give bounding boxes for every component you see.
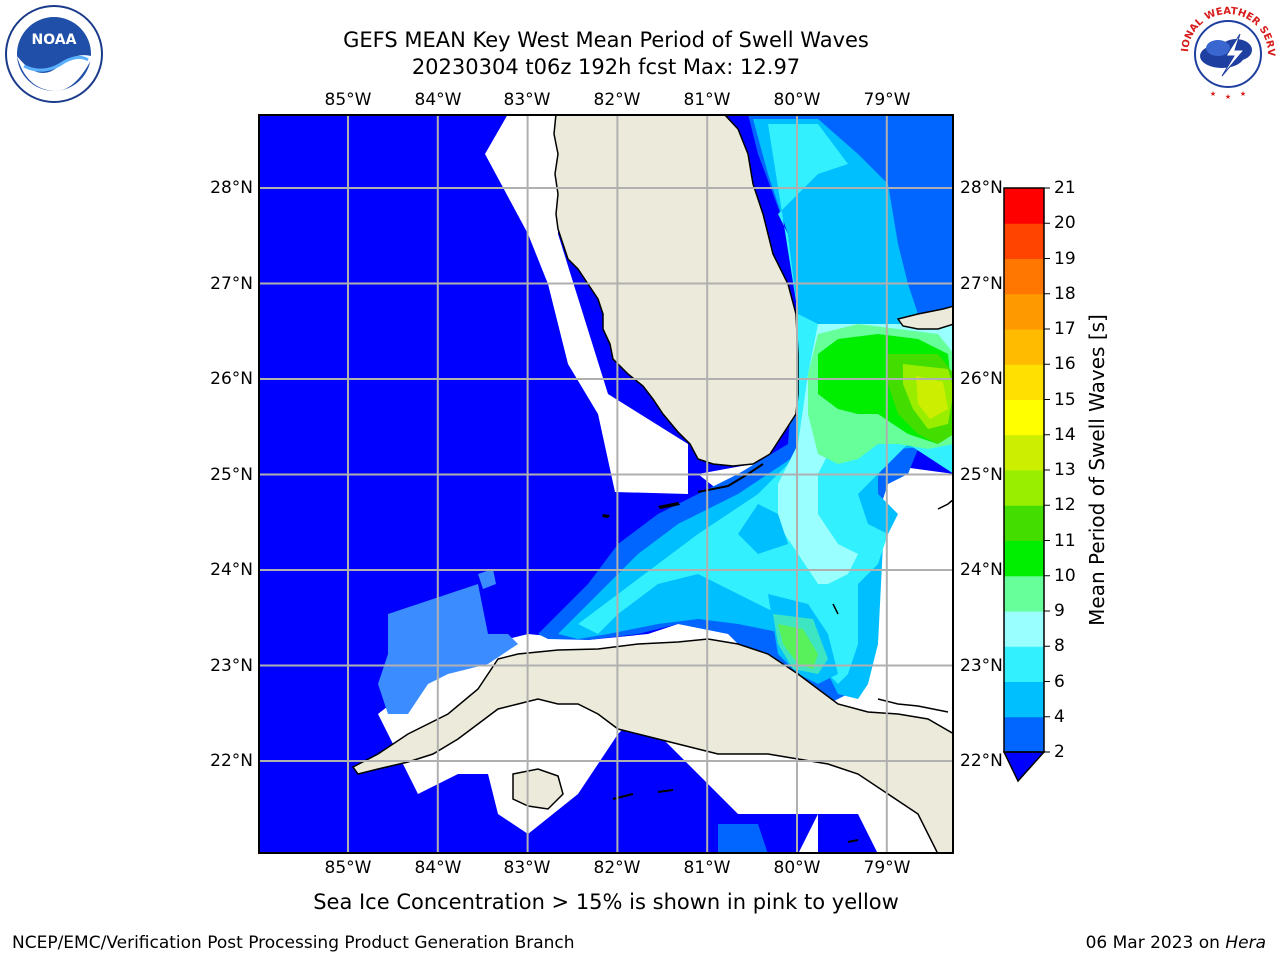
colorbar-segment bbox=[1004, 258, 1044, 295]
colorbar-tick-label: 10 bbox=[1054, 565, 1076, 586]
swell-gulf-patch bbox=[378, 584, 518, 714]
colorbar-segment bbox=[1004, 505, 1044, 541]
lon-label-top: 80°W bbox=[773, 90, 821, 110]
lon-label-top: 83°W bbox=[503, 90, 551, 110]
noaa-logo: NOAA bbox=[5, 5, 103, 103]
colorbar-tick-label: 15 bbox=[1054, 389, 1076, 410]
lon-label-top: 85°W bbox=[324, 90, 372, 110]
lat-label-right: 26°N bbox=[960, 369, 1003, 389]
lat-label-left: 24°N bbox=[210, 560, 253, 580]
colorbar-segment bbox=[1004, 681, 1044, 718]
lat-label-right: 22°N bbox=[960, 751, 1003, 771]
lat-label-right: 27°N bbox=[960, 274, 1003, 294]
colorbar-segment bbox=[1004, 364, 1044, 400]
svg-text:★: ★ bbox=[1210, 90, 1216, 98]
lat-label-left: 25°N bbox=[210, 465, 253, 485]
lat-label-right: 23°N bbox=[960, 656, 1003, 676]
colorbar-tick-label: 2 bbox=[1054, 742, 1065, 762]
lat-label-left: 28°N bbox=[210, 178, 253, 198]
footer-credit: NCEP/EMC/Verification Post Processing Pr… bbox=[12, 933, 575, 953]
land-florida-keys bbox=[697, 463, 764, 493]
colorbar-segment bbox=[1004, 611, 1044, 647]
lon-label-top: 82°W bbox=[593, 90, 641, 110]
colorbar-tick-label: 14 bbox=[1054, 424, 1076, 445]
footer-date-text: 06 Mar 2023 on bbox=[1085, 933, 1226, 953]
lon-label-top: 84°W bbox=[414, 90, 462, 110]
lon-label-bottom: 81°W bbox=[683, 858, 731, 878]
sea-ice-note: Sea Ice Concentration > 15% is shown in … bbox=[313, 890, 899, 914]
colorbar-segment bbox=[1004, 470, 1044, 506]
swell-contours bbox=[538, 114, 954, 704]
colorbar-segment bbox=[1004, 716, 1044, 753]
lat-label-left: 26°N bbox=[210, 369, 253, 389]
land-bahamas bbox=[896, 305, 954, 330]
colorbar-tick-label: 8 bbox=[1054, 636, 1065, 657]
colorbar-label: Mean Period of Swell Waves [s] bbox=[1085, 314, 1109, 626]
colorbar-segment bbox=[1004, 223, 1044, 259]
colorbar-tick-label: 9 bbox=[1054, 601, 1065, 621]
lon-label-bottom: 84°W bbox=[414, 858, 462, 878]
colorbar-segment bbox=[1004, 188, 1044, 224]
nws-logo: NATIONAL WEATHER SERVICE ★★★ bbox=[1178, 4, 1276, 101]
colorbar-tick-label: 17 bbox=[1054, 319, 1076, 339]
colorbar-segment bbox=[1004, 646, 1044, 682]
colorbar bbox=[1002, 187, 1050, 783]
chart-title: GEFS MEAN Key West Mean Period of Swell … bbox=[343, 28, 869, 52]
colorbar-tick-label: 6 bbox=[1054, 671, 1065, 692]
svg-text:★: ★ bbox=[1225, 93, 1231, 101]
colorbar-segment bbox=[1004, 434, 1044, 471]
colorbar-segment bbox=[1004, 540, 1044, 577]
lon-label-top: 81°W bbox=[683, 90, 731, 110]
map-frame bbox=[258, 114, 954, 854]
lat-label-right: 25°N bbox=[960, 465, 1003, 485]
swell-band-12-13 bbox=[916, 376, 948, 419]
lon-label-bottom: 80°W bbox=[773, 858, 821, 878]
chart-subtitle: 20230304 t06z 192h fcst Max: 12.97 bbox=[411, 55, 801, 79]
footer-host: Hera bbox=[1225, 933, 1266, 953]
svg-text:★: ★ bbox=[1240, 90, 1246, 98]
colorbar-tick-label: 20 bbox=[1054, 213, 1076, 234]
colorbar-tick-label: 16 bbox=[1054, 354, 1076, 375]
colorbar-tick-label: 4 bbox=[1054, 706, 1065, 727]
colorbar-tick-label: 12 bbox=[1054, 495, 1076, 516]
lon-label-top: 79°W bbox=[863, 90, 911, 110]
colorbar-tick-label: 19 bbox=[1054, 248, 1076, 269]
lon-label-bottom: 82°W bbox=[593, 858, 641, 878]
land-isle-of-youth bbox=[512, 768, 564, 810]
colorbar-tick-label: 11 bbox=[1054, 530, 1076, 551]
colorbar-tick-label: 21 bbox=[1054, 178, 1076, 198]
colorbar-segment bbox=[1004, 575, 1044, 612]
colorbar-segment bbox=[1004, 329, 1044, 365]
map-panel bbox=[258, 114, 954, 854]
lat-label-left: 23°N bbox=[210, 656, 253, 676]
lon-label-bottom: 85°W bbox=[324, 858, 372, 878]
lat-label-right: 24°N bbox=[960, 560, 1003, 580]
colorbar-tick-label: 18 bbox=[1054, 283, 1076, 304]
noaa-logo-text: NOAA bbox=[32, 32, 77, 48]
land-cuba bbox=[351, 638, 954, 854]
lon-label-bottom: 83°W bbox=[503, 858, 551, 878]
lat-label-right: 28°N bbox=[960, 178, 1003, 198]
lon-label-bottom: 79°W bbox=[863, 858, 911, 878]
lat-label-left: 27°N bbox=[210, 274, 253, 294]
colorbar-segment bbox=[1004, 399, 1044, 436]
lat-label-left: 22°N bbox=[210, 751, 253, 771]
colorbar-under-triangle bbox=[1002, 751, 1046, 783]
graticule bbox=[258, 114, 954, 854]
swell-spot-south-mid bbox=[773, 614, 828, 674]
footer-date: 06 Mar 2023 on Hera bbox=[1086, 933, 1266, 953]
colorbar-segment bbox=[1004, 293, 1044, 330]
colorbar-tick-label: 13 bbox=[1054, 460, 1076, 480]
